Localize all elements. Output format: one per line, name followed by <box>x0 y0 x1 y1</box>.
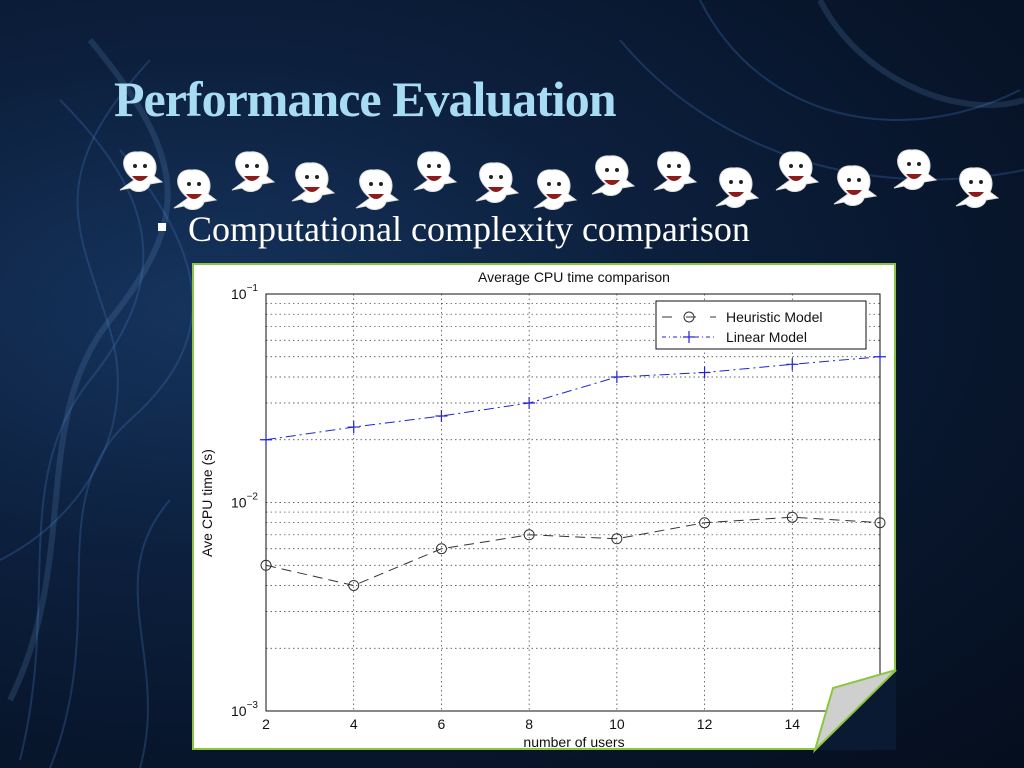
x-tick-label: 4 <box>350 716 358 732</box>
x-tick-label: 14 <box>784 716 800 732</box>
x-tick-label: 8 <box>525 716 533 732</box>
cpu-time-chart: Average CPU time comparison 10−310−210−1… <box>199 269 886 750</box>
bullet-item: Computational complexity comparison <box>158 208 750 250</box>
data-point <box>435 409 448 422</box>
data-point <box>260 559 272 571</box>
data-point <box>347 421 360 434</box>
data-point <box>874 350 886 363</box>
data-point <box>610 370 623 383</box>
chart-legend: Heuristic Model Linear Model <box>655 300 867 350</box>
y-axis-label: Ave CPU time (s) <box>199 449 215 557</box>
x-tick-label: 10 <box>609 716 625 732</box>
x-tick-label: 12 <box>697 716 713 732</box>
x-tick-label: 2 <box>262 716 270 732</box>
legend-label: Linear Model <box>726 329 807 345</box>
data-point <box>874 517 886 529</box>
slide-title: Performance Evaluation <box>114 71 617 127</box>
plot-area-border <box>265 293 881 712</box>
data-point <box>260 433 272 446</box>
legend-box <box>655 300 867 350</box>
x-axis-ticks: 2 4 6 8 10 12 14 <box>262 716 800 732</box>
bullet-text: Computational complexity comparison <box>188 209 750 249</box>
legend-marker <box>683 331 695 343</box>
x-axis-label: number of users <box>523 734 624 748</box>
chart-frame: Average CPU time comparison 10−3 10−2 10−1… <box>192 263 896 750</box>
x-tick-label: 6 <box>438 716 446 732</box>
legend-label: Heuristic Model <box>726 309 822 325</box>
data-point <box>786 511 798 523</box>
chart-grid <box>265 294 880 712</box>
data-point <box>786 358 799 371</box>
data-point <box>611 533 623 545</box>
chart-series <box>260 350 886 591</box>
data-point <box>435 543 447 555</box>
data-point <box>523 529 535 541</box>
legend-marker <box>683 311 695 323</box>
chart-title: Average CPU time comparison <box>478 269 670 285</box>
data-point <box>348 579 360 591</box>
series-line <box>265 516 881 586</box>
data-point <box>699 517 711 529</box>
data-point <box>698 366 711 379</box>
series-line <box>265 356 881 441</box>
data-point <box>523 397 536 410</box>
bullet-square-icon <box>158 222 166 231</box>
